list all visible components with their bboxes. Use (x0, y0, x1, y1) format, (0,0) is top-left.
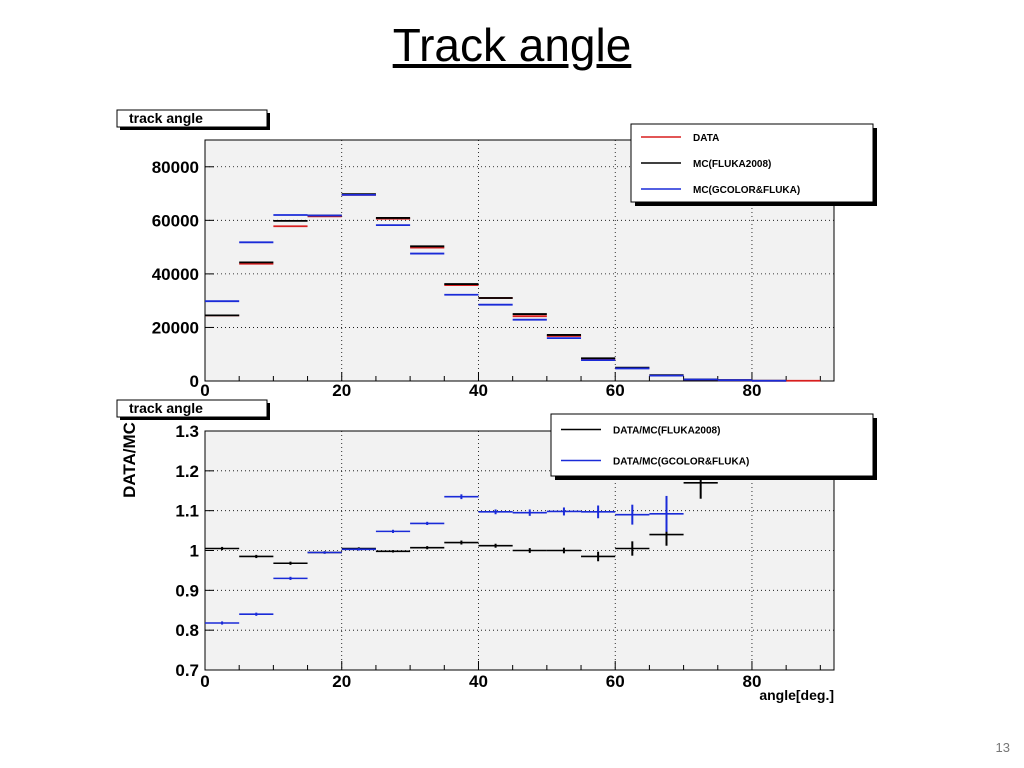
x-tick-label: 60 (606, 672, 625, 691)
x-tick-label: 0 (200, 672, 209, 691)
x-tick-label: 80 (742, 381, 761, 400)
x-tick-label: 60 (606, 381, 625, 400)
x-tick-label: 20 (332, 672, 351, 691)
y-tick-label: 0.9 (175, 581, 199, 600)
slide-title: Track angle (392, 19, 632, 71)
slide-number: 13 (995, 740, 1010, 755)
x-tick-label: 0 (200, 381, 209, 400)
y-tick-label: 40000 (152, 265, 199, 284)
x-tick-label: 40 (469, 672, 488, 691)
top-legend-label: MC(FLUKA2008) (693, 159, 771, 170)
y-tick-label: 1.2 (175, 462, 199, 481)
top-chart-title: track angle (129, 110, 203, 126)
x-tick-label: 20 (332, 381, 351, 400)
top-legend-label: DATA (693, 133, 719, 144)
y-tick-label: 1.3 (175, 422, 199, 441)
x-axis-label: angle[deg.] (759, 687, 834, 703)
top-legend-label: MC(GCOLOR&FLUKA) (693, 185, 800, 196)
bottom-legend-label: DATA/MC(GCOLOR&FLUKA) (613, 457, 749, 468)
y-tick-label: 20000 (152, 318, 199, 337)
bottom-legend-box (550, 413, 874, 477)
x-tick-label: 40 (469, 381, 488, 400)
y-tick-label: 0.8 (175, 621, 199, 640)
y-tick-label: 0.7 (175, 661, 199, 680)
bottom-chart-title: track angle (129, 400, 203, 416)
y-axis-label: DATA/MC (120, 422, 139, 498)
bottom-legend-label: DATA/MC(FLUKA2008) (613, 426, 720, 437)
y-tick-label: 60000 (152, 211, 199, 230)
y-tick-label: 1 (190, 542, 199, 561)
y-tick-label: 1.1 (175, 502, 199, 521)
y-tick-label: 80000 (152, 158, 199, 177)
x-tick-label: 80 (742, 672, 761, 691)
y-tick-label: 0 (190, 372, 199, 391)
bottom-chart-title-box (116, 399, 268, 418)
top-chart-title-box (116, 109, 268, 128)
